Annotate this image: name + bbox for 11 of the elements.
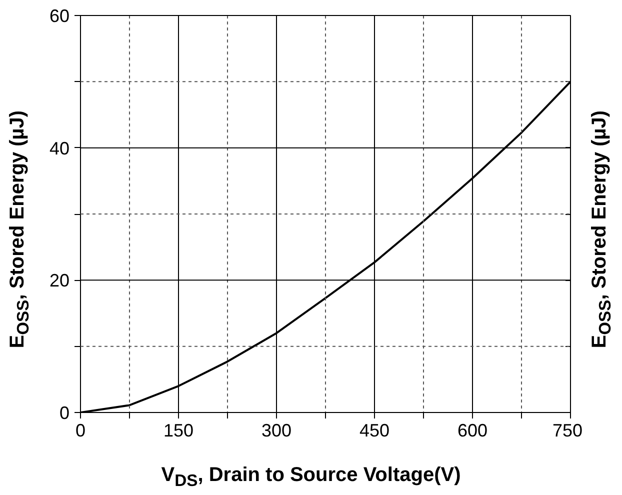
y-tick-label: 20 <box>49 270 70 291</box>
y-tick-label: 60 <box>49 6 70 26</box>
x-tick-label: 150 <box>163 420 194 440</box>
x-tick-label: 300 <box>261 420 292 440</box>
x-axis-title: V$_{DS}$, Drain to Source Voltage(V) <box>161 464 461 490</box>
x-tick-label: 0 <box>75 420 86 440</box>
x-tick-label: 450 <box>359 420 390 440</box>
y-tick-label: 0 <box>59 403 70 423</box>
x-tick-label: 600 <box>457 420 488 440</box>
x-tick-label: 750 <box>552 420 583 440</box>
y-tick-label: 40 <box>49 138 70 158</box>
